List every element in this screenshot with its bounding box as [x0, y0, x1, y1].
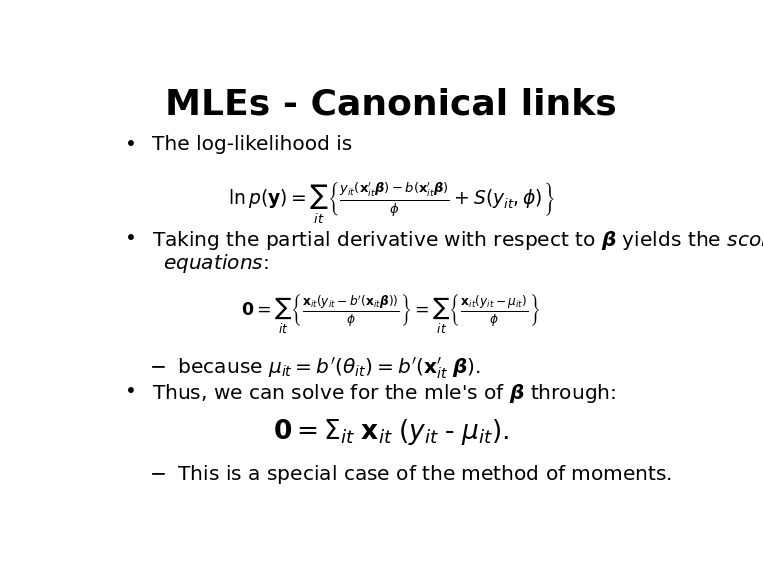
Text: $-\;$ This is a special case of the method of moments.: $-\;$ This is a special case of the meth…: [149, 463, 671, 486]
Text: The log-likelihood is: The log-likelihood is: [152, 135, 352, 154]
Text: $\mathbf{0} = \sum_{it} \left\{ \frac{\mathbf{x}_{it}(y_{it} - b'(\mathbf{x}_{it: $\mathbf{0} = \sum_{it} \left\{ \frac{\m…: [241, 292, 541, 336]
Text: $-\;$ because $\mu_{it} = b'(\theta_{it}) = b'(\mathbf{x}_{it}'\; \boldsymbol{\b: $-\;$ because $\mu_{it} = b'(\theta_{it}…: [149, 355, 481, 381]
Text: $\it{equations}$:: $\it{equations}$:: [163, 252, 269, 275]
Text: MLEs - Canonical links: MLEs - Canonical links: [165, 88, 617, 122]
Text: $\mathbf{0} = \Sigma_{it}\; \mathbf{x}_{it}\; (y_{it}\; \text{-}\; \mu_{it}).$: $\mathbf{0} = \Sigma_{it}\; \mathbf{x}_{…: [273, 416, 509, 447]
Text: •: •: [125, 135, 137, 154]
Text: •: •: [125, 382, 137, 401]
Text: Thus, we can solve for the mle's of $\boldsymbol{\beta}$ through:: Thus, we can solve for the mle's of $\bo…: [152, 382, 616, 405]
Text: Taking the partial derivative with respect to $\boldsymbol{\beta}$ yields the $\: Taking the partial derivative with respe…: [152, 229, 763, 252]
Text: $\ln p(\mathbf{y}) = \sum_{it} \left\{ \frac{y_{it}(\mathbf{x}_{it}'\boldsymbol{: $\ln p(\mathbf{y}) = \sum_{it} \left\{ \…: [227, 180, 555, 226]
Text: •: •: [125, 229, 137, 248]
